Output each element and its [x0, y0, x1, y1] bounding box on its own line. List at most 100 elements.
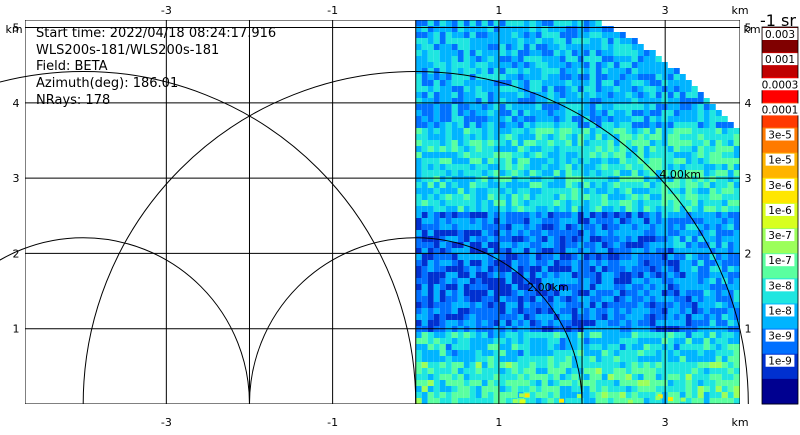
heat-cell [559, 230, 566, 236]
heat-cell [439, 350, 446, 356]
heat-cell [469, 254, 476, 260]
heat-cell [547, 392, 554, 398]
heat-cell [529, 254, 536, 260]
heat-cell [643, 266, 650, 272]
heat-cell [415, 74, 422, 80]
heat-cell [499, 176, 506, 182]
heat-cell [589, 122, 596, 128]
heat-cell [559, 56, 566, 62]
heat-cell [613, 206, 620, 212]
heat-cell [541, 20, 548, 26]
heat-cell [583, 254, 590, 260]
heat-cell [481, 146, 488, 152]
heat-cell [709, 260, 716, 266]
y-tick-label-right: 3 [745, 172, 752, 185]
heat-cell [685, 236, 692, 242]
heat-cell [493, 20, 500, 26]
heat-cell [511, 170, 518, 176]
heat-cell [433, 272, 440, 278]
heat-cell [445, 62, 452, 68]
heat-cell [422, 14, 428, 20]
heat-cell [601, 164, 608, 170]
heat-cell [505, 308, 512, 314]
heat-cell [613, 200, 620, 206]
heat-cell [691, 332, 698, 338]
heat-cell [637, 296, 644, 302]
heat-cell [709, 398, 716, 404]
heat-cell [475, 98, 482, 104]
heat-cell [697, 260, 704, 266]
heat-cell [746, 308, 752, 314]
heat-cell [619, 98, 626, 104]
heat-cell [499, 374, 506, 380]
heat-cell [595, 44, 602, 50]
heat-cell [433, 134, 440, 140]
heat-cell [499, 386, 506, 392]
heat-cell [445, 320, 452, 326]
heat-cell [445, 386, 452, 392]
heat-cell [643, 374, 650, 380]
heat-cell [487, 62, 494, 68]
heat-cell [505, 380, 512, 386]
heat-cell [529, 380, 536, 386]
heat-cell [595, 128, 602, 134]
heat-cell [541, 56, 548, 62]
heat-cell [421, 26, 428, 32]
heat-cell [433, 380, 440, 386]
heat-cell [421, 362, 428, 368]
heat-cell [439, 74, 446, 80]
heat-cell [535, 332, 542, 338]
heat-cell [541, 170, 548, 176]
heat-cell [463, 152, 470, 158]
heat-cell [631, 182, 638, 188]
heat-cell [691, 200, 698, 206]
heat-cell [595, 110, 602, 116]
heat-cell [673, 266, 680, 272]
heat-cell [583, 158, 590, 164]
heat-cell [685, 386, 692, 392]
heat-cell [727, 344, 734, 350]
heat-cell [517, 134, 524, 140]
heat-cell [547, 164, 554, 170]
heat-cell [463, 74, 470, 80]
heat-cell [733, 188, 740, 194]
heat-cell [487, 224, 494, 230]
heat-cell [721, 374, 728, 380]
heat-cell [565, 56, 572, 62]
heat-cell [445, 284, 452, 290]
heat-cell [709, 320, 716, 326]
heat-cell [679, 122, 686, 128]
range-ring [248, 237, 583, 405]
heat-cell [458, 0, 464, 2]
heat-cell [415, 38, 422, 44]
heat-cell [415, 296, 422, 302]
heat-cell [673, 182, 680, 188]
colorbar-label: 1e-5 [768, 155, 792, 167]
heat-cell [655, 296, 662, 302]
heat-cell [463, 254, 470, 260]
heat-cell [565, 116, 572, 122]
heat-cell [493, 254, 500, 260]
heat-cell [709, 308, 716, 314]
heat-cell [416, 2, 422, 8]
heat-cell [673, 110, 680, 116]
heat-cell [703, 224, 710, 230]
heat-cell [481, 254, 488, 260]
heat-cell [518, 14, 524, 20]
heat-cell [703, 296, 710, 302]
heat-cell [583, 146, 590, 152]
heat-cell [547, 230, 554, 236]
heat-cell [625, 302, 632, 308]
heat-cell [715, 146, 722, 152]
heat-cell [649, 398, 656, 404]
heat-cell [463, 86, 470, 92]
heat-cell [709, 140, 716, 146]
heat-cell [577, 26, 584, 32]
heat-cell [535, 200, 542, 206]
heat-cell [691, 92, 698, 98]
heat-cell [667, 182, 674, 188]
heat-cell [541, 194, 548, 200]
heat-cell [643, 284, 650, 290]
heat-cell [625, 254, 632, 260]
heat-cell [433, 242, 440, 248]
